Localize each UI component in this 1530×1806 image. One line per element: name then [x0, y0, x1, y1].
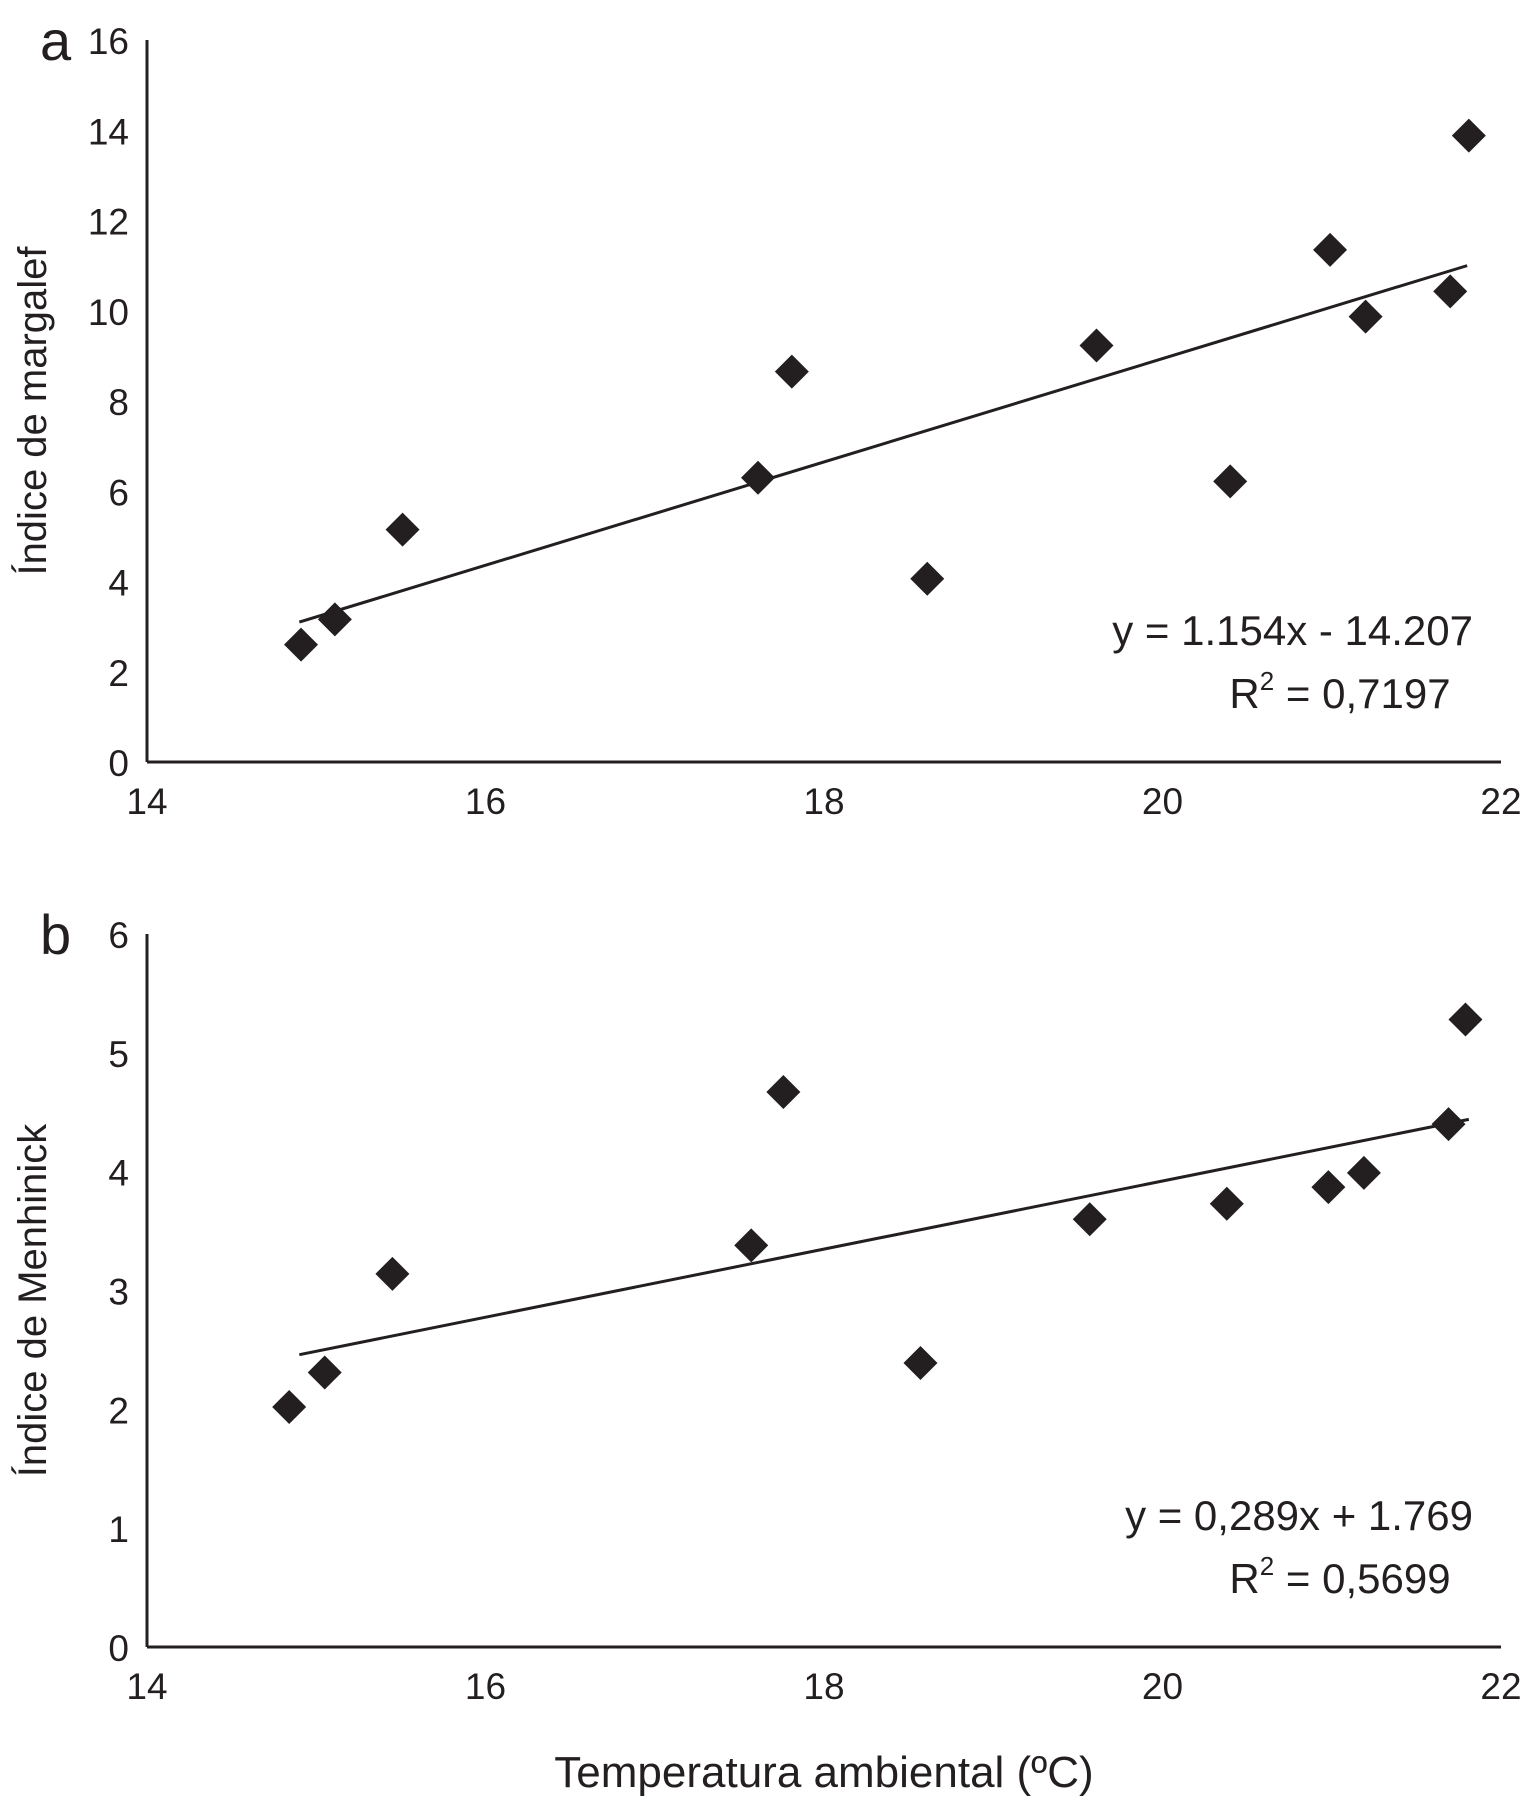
- y-tick-label: 16: [88, 21, 129, 62]
- trendline: [299, 1117, 1470, 1357]
- y-tick-label: 3: [108, 1272, 129, 1313]
- y-tick-label: 0: [108, 743, 129, 784]
- data-point: [1451, 118, 1486, 153]
- data-point: [1311, 1170, 1346, 1205]
- y-tick-label: 2: [108, 1390, 129, 1431]
- data-point: [903, 1345, 938, 1380]
- data-point: [284, 627, 319, 662]
- panel-label: a: [40, 9, 72, 72]
- data-point: [1072, 1202, 1107, 1237]
- data-point: [1433, 274, 1468, 309]
- r2-superscript: 2: [1260, 1551, 1274, 1581]
- x-tick-label: 14: [126, 781, 167, 822]
- y-axis-label: Índice de Menhinick: [10, 1123, 55, 1478]
- data-point: [375, 1256, 410, 1291]
- data-point: [910, 561, 945, 596]
- y-tick-label: 4: [108, 563, 129, 604]
- data-point: [385, 512, 420, 547]
- regression-equation: y = 1.154x - 14.207: [1112, 607, 1473, 654]
- data-point: [1079, 328, 1114, 363]
- x-tick-label: 16: [465, 781, 506, 822]
- data-point: [1313, 232, 1348, 267]
- y-tick-label: 5: [108, 1034, 129, 1075]
- r-squared: R2 = 0,5699: [1229, 1551, 1450, 1602]
- x-tick-label: 14: [126, 1666, 167, 1707]
- y-tick-label: 1: [108, 1509, 129, 1550]
- data-point: [740, 460, 775, 495]
- data-point: [774, 354, 809, 389]
- x-axis-label: Temperatura ambiental (ºC): [554, 1748, 1093, 1797]
- data-point: [1209, 1186, 1244, 1221]
- y-tick-label: 6: [108, 472, 129, 513]
- y-tick-label: 6: [108, 915, 129, 956]
- x-tick-label: 22: [1480, 1666, 1521, 1707]
- data-point: [766, 1075, 801, 1110]
- x-tick-label: 20: [1142, 781, 1183, 822]
- data-point: [1213, 464, 1248, 499]
- data-point: [734, 1228, 769, 1263]
- panel-label: b: [40, 903, 71, 966]
- r2-prefix: R: [1229, 670, 1259, 717]
- r2-superscript: 2: [1260, 666, 1274, 696]
- r2-value: = 0,5699: [1274, 1555, 1450, 1602]
- x-tick-label: 22: [1480, 781, 1521, 822]
- regression-equation: y = 0,289x + 1.769: [1125, 1492, 1473, 1539]
- x-tick-label: 16: [465, 1666, 506, 1707]
- data-point: [317, 602, 352, 637]
- data-point: [1448, 1002, 1483, 1037]
- trendline: [298, 264, 1468, 624]
- x-tick-label: 18: [803, 1666, 844, 1707]
- r2-value: = 0,7197: [1274, 670, 1450, 717]
- y-tick-label: 8: [108, 382, 129, 423]
- x-tick-label: 20: [1142, 1666, 1183, 1707]
- data-point: [307, 1355, 342, 1390]
- x-tick-label: 18: [803, 781, 844, 822]
- y-axis-label: Índice de margalef: [10, 246, 55, 576]
- data-point: [1431, 1107, 1466, 1142]
- y-tick-label: 12: [88, 202, 129, 243]
- y-tick-label: 0: [108, 1628, 129, 1669]
- r2-prefix: R: [1229, 1555, 1259, 1602]
- data-point: [1348, 299, 1383, 334]
- y-tick-label: 4: [108, 1153, 129, 1194]
- data-point: [1346, 1155, 1381, 1190]
- y-tick-label: 10: [88, 292, 129, 333]
- panel-b: b 0 1 2 3 4 5 6 14 16 18 20 22 Índice de Menhinick Tem…: [10, 903, 1522, 1797]
- r-squared: R2 = 0,7197: [1229, 666, 1450, 717]
- y-tick-label: 2: [108, 653, 129, 694]
- y-tick-label: 14: [88, 111, 129, 152]
- data-point: [272, 1389, 307, 1424]
- panel-a: a 0 2 4 6 8 10 12 14 16 14 16 18 20 22 Índice de margal…: [10, 9, 1522, 822]
